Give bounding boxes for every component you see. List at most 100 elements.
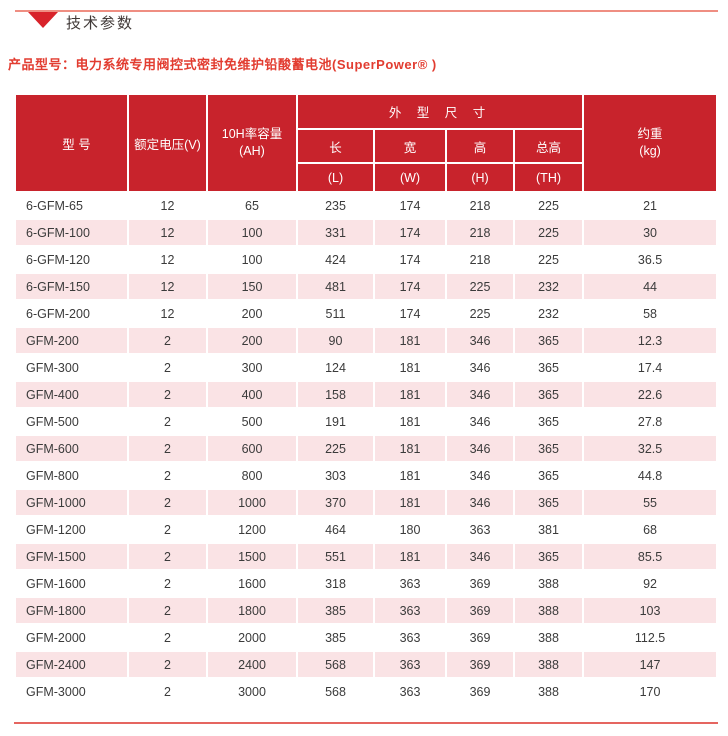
model-cell: 6-GFM-200 <box>16 301 127 326</box>
table-row: GFM-3000 2 3000 568 363 369 388 170 <box>16 679 717 704</box>
value-cell: 2 <box>129 490 206 515</box>
value-cell: 369 <box>447 625 513 650</box>
value-cell: 365 <box>515 436 583 461</box>
model-cell: GFM-500 <box>16 409 127 434</box>
value-cell: 181 <box>375 409 445 434</box>
weight-label-line1: 约重 <box>637 127 663 142</box>
value-cell: 12.3 <box>584 328 717 353</box>
value-cell: 1600 <box>208 571 296 596</box>
model-cell: GFM-1800 <box>16 598 127 623</box>
column-header-dimensions: 外 型 尺 寸 <box>298 95 583 128</box>
value-cell: 112.5 <box>584 625 717 650</box>
model-cell: GFM-2000 <box>16 625 127 650</box>
value-cell: 2 <box>129 625 206 650</box>
header-row-2: 长 宽 高 总高 <box>16 130 716 162</box>
value-cell: 511 <box>298 301 373 326</box>
value-cell: 181 <box>375 463 445 488</box>
value-cell: 2 <box>129 517 206 542</box>
value-cell: 32.5 <box>584 436 717 461</box>
table-row: GFM-600 2 600 225 181 346 365 32.5 <box>16 436 717 461</box>
bottom-divider-rule <box>14 722 718 724</box>
model-cell: GFM-2400 <box>16 652 127 677</box>
value-cell: 12 <box>129 274 206 299</box>
value-cell: 124 <box>298 355 373 380</box>
model-cell: GFM-3000 <box>16 679 127 704</box>
value-cell: 1000 <box>208 490 296 515</box>
table-row: GFM-500 2 500 191 181 346 365 27.8 <box>16 409 717 434</box>
model-cell: 6-GFM-65 <box>16 193 127 218</box>
table-row: GFM-1600 2 1600 318 363 369 388 92 <box>16 571 717 596</box>
value-cell: 363 <box>375 571 445 596</box>
value-cell: 218 <box>447 247 513 272</box>
value-cell: 174 <box>375 220 445 245</box>
column-header-weight: 约重 (kg) <box>584 95 717 191</box>
model-cell: GFM-200 <box>16 328 127 353</box>
value-cell: 181 <box>375 436 445 461</box>
value-cell: 158 <box>298 382 373 407</box>
value-cell: 346 <box>447 436 513 461</box>
product-description: 电力系统专用阀控式密封免维护铅酸蓄电池(SuperPower® ) <box>75 57 437 72</box>
table-row: GFM-200 2 200 90 181 346 365 12.3 <box>16 328 717 353</box>
capacity-label-line2: (AH) <box>239 144 265 158</box>
table-row: GFM-2000 2 2000 385 363 369 388 112.5 <box>16 625 717 650</box>
value-cell: 551 <box>298 544 373 569</box>
value-cell: 2 <box>129 679 206 704</box>
value-cell: 36.5 <box>584 247 717 272</box>
value-cell: 2 <box>129 355 206 380</box>
value-cell: 500 <box>208 409 296 434</box>
value-cell: 174 <box>375 247 445 272</box>
value-cell: 174 <box>375 301 445 326</box>
value-cell: 232 <box>515 301 583 326</box>
value-cell: 85.5 <box>584 544 717 569</box>
product-label: 产品型号： <box>8 57 76 72</box>
value-cell: 44 <box>584 274 717 299</box>
value-cell: 365 <box>515 409 583 434</box>
header-row-3: (L) (W) (H) (TH) <box>16 164 716 191</box>
value-cell: 17.4 <box>584 355 717 380</box>
value-cell: 365 <box>515 544 583 569</box>
table-row: 6-GFM-200 12 200 511 174 225 232 58 <box>16 301 717 326</box>
table-row: 6-GFM-150 12 150 481 174 225 232 44 <box>16 274 717 299</box>
value-cell: 363 <box>375 652 445 677</box>
value-cell: 388 <box>515 652 583 677</box>
value-cell: 2 <box>129 328 206 353</box>
table-row: GFM-400 2 400 158 181 346 365 22.6 <box>16 382 717 407</box>
value-cell: 174 <box>375 193 445 218</box>
model-cell: GFM-300 <box>16 355 127 380</box>
down-triangle-icon <box>28 12 58 28</box>
value-cell: 2 <box>129 409 206 434</box>
value-cell: 181 <box>375 328 445 353</box>
value-cell: 90 <box>298 328 373 353</box>
column-code-total-height: (TH) <box>515 164 583 191</box>
value-cell: 218 <box>447 193 513 218</box>
value-cell: 346 <box>447 382 513 407</box>
spec-table-header: 型 号 额定电压(V) 10H率容量 (AH) 外 型 尺 寸 约重 (kg) … <box>16 95 717 191</box>
value-cell: 365 <box>515 382 583 407</box>
value-cell: 12 <box>129 301 206 326</box>
value-cell: 200 <box>208 328 296 353</box>
value-cell: 2 <box>129 544 206 569</box>
value-cell: 363 <box>375 625 445 650</box>
value-cell: 800 <box>208 463 296 488</box>
value-cell: 385 <box>298 598 373 623</box>
value-cell: 2 <box>129 436 206 461</box>
value-cell: 2 <box>129 571 206 596</box>
value-cell: 44.8 <box>584 463 717 488</box>
value-cell: 12 <box>129 193 206 218</box>
weight-label-line2: (kg) <box>639 144 661 158</box>
model-cell: GFM-1200 <box>16 517 127 542</box>
model-cell: GFM-600 <box>16 436 127 461</box>
column-header-length: 长 <box>298 130 373 162</box>
value-cell: 27.8 <box>584 409 717 434</box>
value-cell: 218 <box>447 220 513 245</box>
table-row: GFM-800 2 800 303 181 346 365 44.8 <box>16 463 717 488</box>
value-cell: 388 <box>515 625 583 650</box>
table-row: GFM-1200 2 1200 464 180 363 381 68 <box>16 517 717 542</box>
value-cell: 180 <box>375 517 445 542</box>
value-cell: 2 <box>129 598 206 623</box>
value-cell: 100 <box>208 247 296 272</box>
column-code-length: (L) <box>298 164 373 191</box>
value-cell: 232 <box>515 274 583 299</box>
value-cell: 424 <box>298 247 373 272</box>
value-cell: 365 <box>515 463 583 488</box>
